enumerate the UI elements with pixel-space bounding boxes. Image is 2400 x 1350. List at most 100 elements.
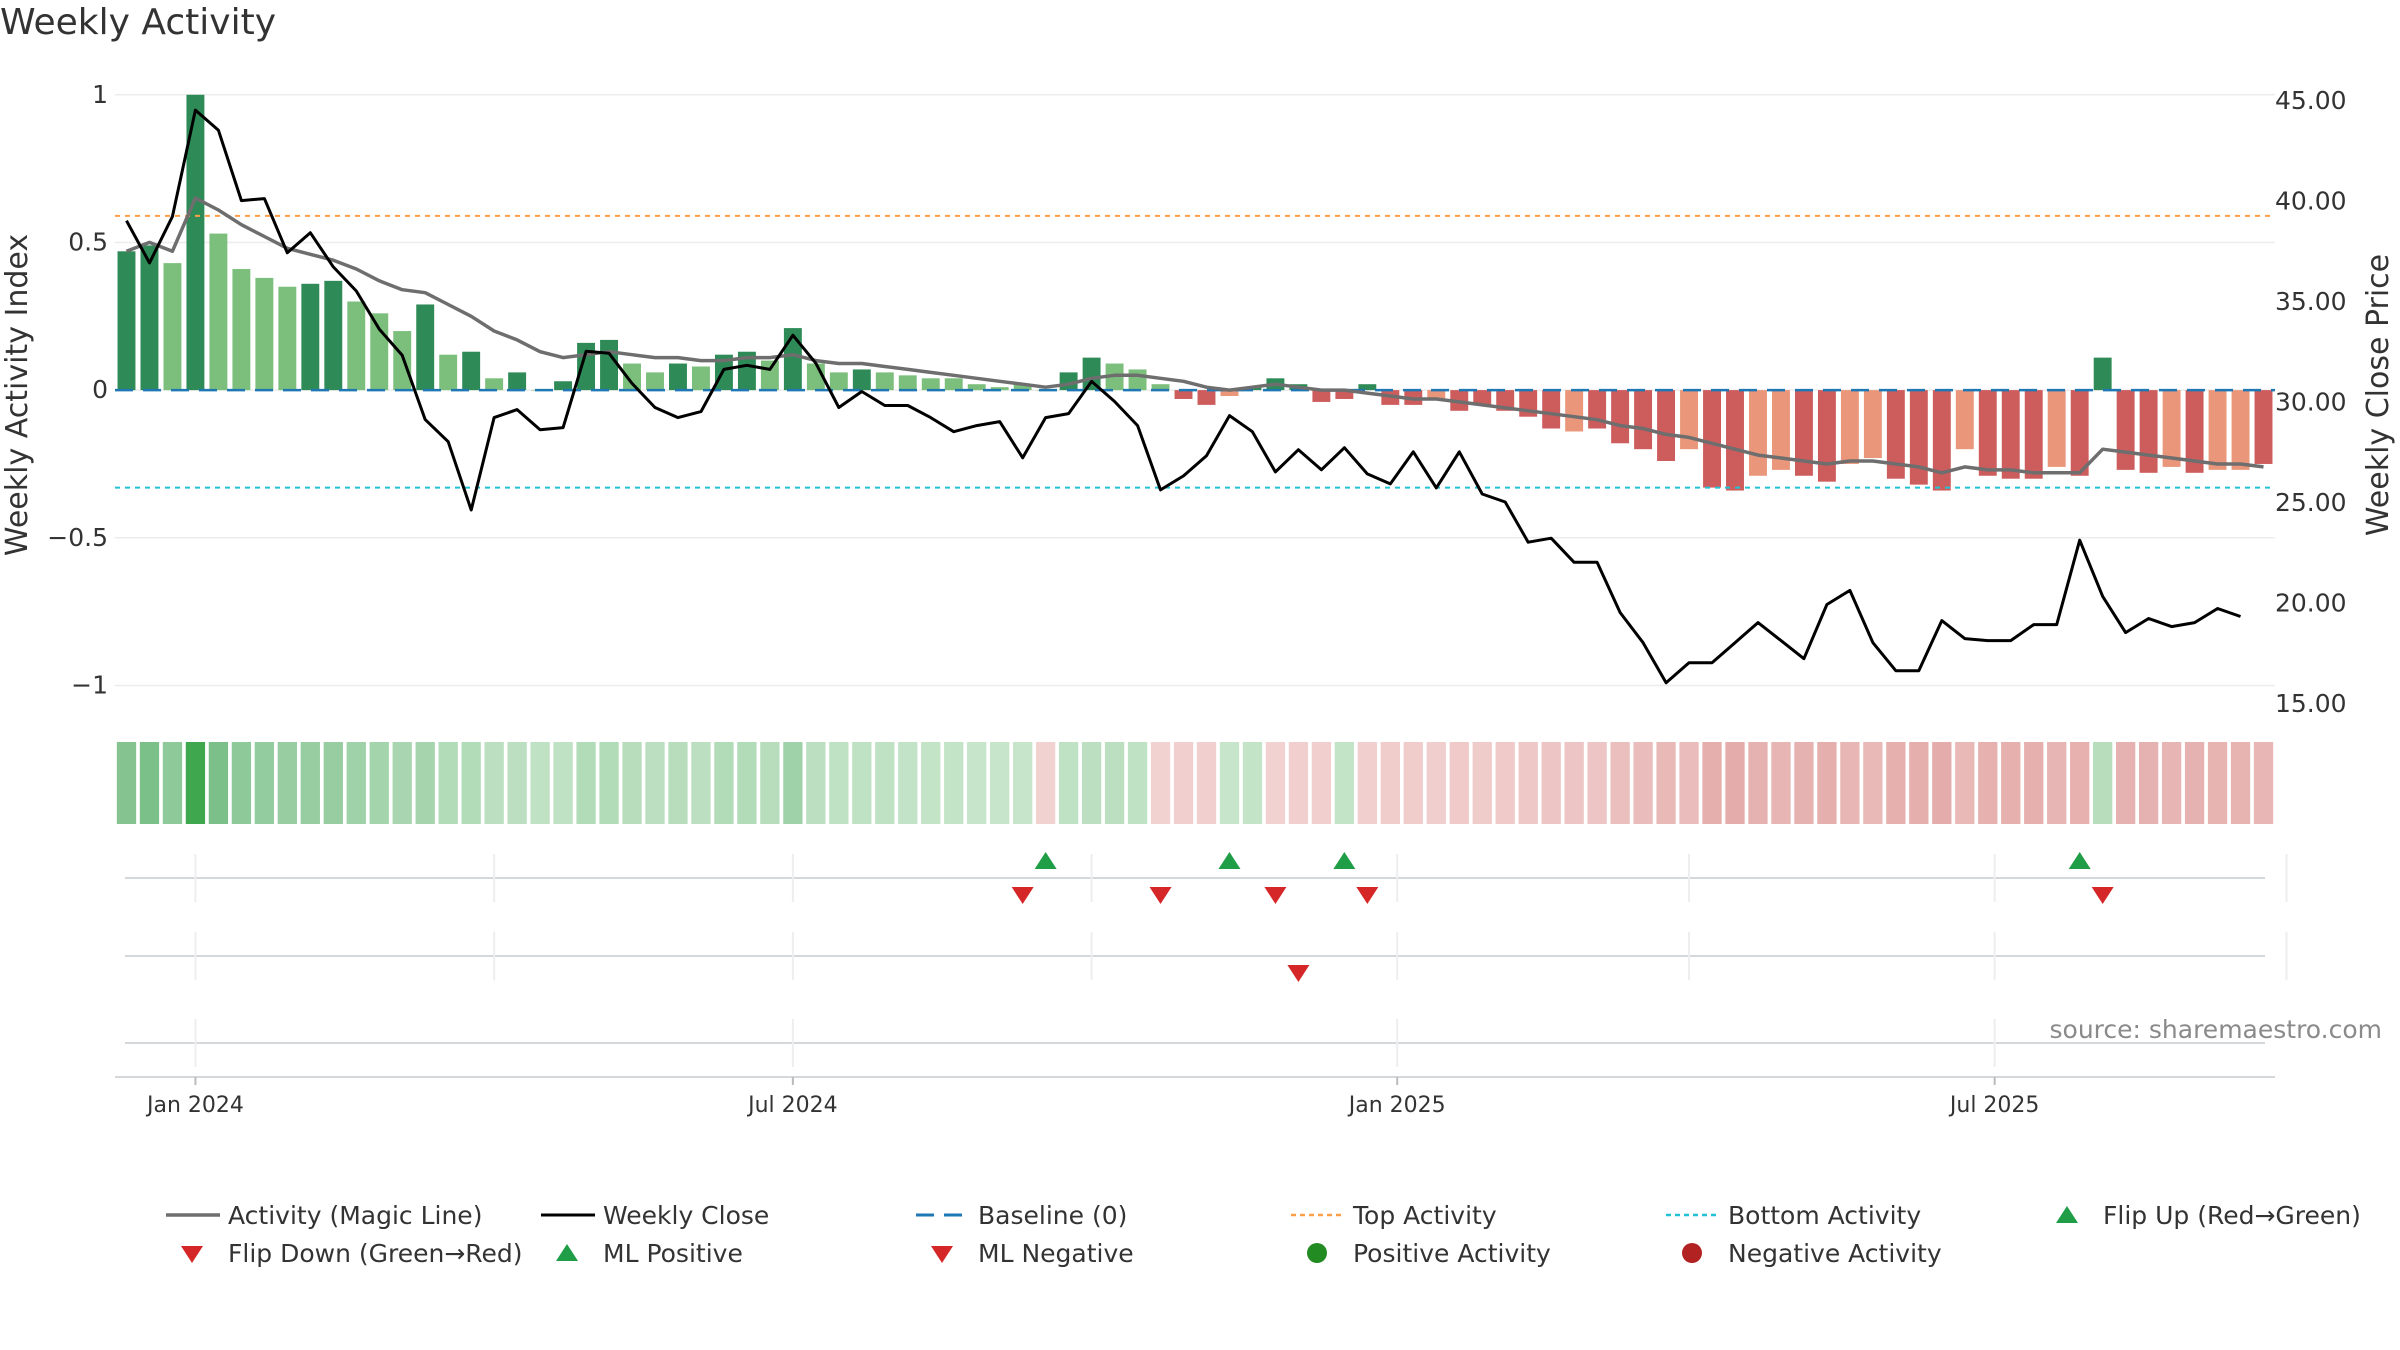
heat-cell [1196, 742, 1217, 824]
activity-bar [1955, 390, 1974, 450]
heat-cell [1633, 742, 1653, 824]
heat-cell [783, 742, 803, 824]
heat-cell [139, 742, 160, 824]
legend-symbol-icon [916, 1213, 970, 1217]
activity-bar [990, 387, 1009, 391]
x-tick-label: Jan 2025 [1347, 1093, 1446, 1118]
y2-tick-label: 40.00 [2275, 187, 2347, 216]
x-axis: Jan 2024 Jul 2024 Jan 2025 Jul 2025 [115, 1076, 2275, 1118]
activity-bar [485, 378, 504, 391]
y2-tick-label: 45.00 [2275, 86, 2347, 115]
heat-cell [1955, 742, 1975, 824]
legend: Activity (Magic Line) Weekly Close Baselin… [160, 1200, 2400, 1280]
heat-cell [1840, 742, 1860, 824]
heat-cell [1449, 742, 1469, 824]
legend-symbol-icon [166, 1213, 220, 1217]
heat-cell [484, 742, 504, 824]
y-tick-label: 0.5 [68, 227, 108, 256]
weekly-close-line [125, 108, 2241, 685]
legend-label: Flip Up (Red→Green) [2103, 1200, 2361, 1230]
heat-cell [507, 742, 527, 824]
y2-tick-label: 35.00 [2275, 287, 2347, 316]
heat-cell [1978, 742, 1998, 824]
heat-cell [1610, 742, 1630, 824]
activity-bar [967, 384, 986, 391]
activity-bar [508, 372, 527, 391]
activity-bar [462, 351, 481, 391]
legend-symbol-icon [1291, 1213, 1345, 1217]
axes: 1 0.5 0 −0.5 −1 45.00 40.00 35.00 30.00 25.00 20.0… [0, 80, 2396, 718]
activity-bar [1151, 384, 1170, 391]
heat-cell [1081, 742, 1102, 824]
activity-bar [416, 304, 435, 391]
flip-down-marker [1149, 887, 1172, 904]
heat-cell [737, 742, 757, 824]
legend-item: Activity (Magic Line) [160, 1200, 482, 1230]
flip-up-marker [2068, 852, 2091, 869]
legend-symbol-icon [2056, 1206, 2078, 1223]
flip-up-marker [1034, 852, 1057, 869]
activity-bar [2231, 390, 2250, 470]
heat-cell [116, 742, 137, 824]
y2-tick-label: 15.00 [2275, 689, 2347, 718]
heat-cell [1886, 742, 1906, 824]
heat-cell [806, 742, 826, 824]
activity-bar [1473, 390, 1492, 405]
heat-cell [300, 742, 320, 824]
activity-bar [1013, 384, 1032, 391]
activity-bar [1978, 390, 1997, 476]
heat-cell [1725, 742, 1745, 824]
heat-cell [1748, 742, 1768, 824]
activity-bar [439, 354, 458, 391]
flip-down-marker [1011, 887, 1034, 904]
heat-cell [1058, 742, 1079, 824]
activity-bar [301, 283, 320, 391]
heat-cell [2115, 742, 2136, 824]
heat-cell [1794, 742, 1814, 824]
heat-cell [392, 742, 412, 824]
activity-bar [1197, 390, 1216, 405]
activity-bar [1542, 390, 1561, 429]
legend-label: Activity (Magic Line) [228, 1200, 483, 1230]
magic-line [125, 196, 2264, 475]
heat-cell [668, 742, 688, 824]
heat-cell [1472, 742, 1492, 824]
heat-cell [2161, 742, 2182, 824]
activity-bar [278, 286, 297, 391]
ml-negative-marker [1287, 965, 1310, 982]
heat-cell [2047, 742, 2067, 824]
heat-cell [185, 742, 206, 824]
legend-label: ML Positive [603, 1238, 743, 1268]
activity-bar [255, 277, 274, 391]
activity-bar [852, 369, 871, 391]
heat-cell [1656, 742, 1676, 824]
activity-bar [1565, 390, 1584, 432]
heat-cell [2138, 742, 2159, 824]
activity-bar [2047, 390, 2066, 467]
legend-symbol-icon [556, 1244, 578, 1261]
heat-cell [1127, 742, 1148, 824]
legend-label: ML Negative [978, 1238, 1134, 1268]
activity-bar [2116, 390, 2135, 470]
activity-bar [1863, 390, 1882, 459]
heat-cell [1035, 742, 1056, 824]
heat-cell [553, 742, 573, 824]
flip-up-marker [1218, 852, 1241, 869]
activity-bar [1174, 390, 1193, 399]
activity-bar [140, 245, 159, 391]
heat-cell [1817, 742, 1837, 824]
activity-bar [163, 263, 182, 391]
activity-bar [1909, 390, 1928, 485]
activity-bar [370, 313, 389, 391]
activity-bar [2208, 390, 2227, 470]
heat-cell [1932, 742, 1952, 824]
heat-cell [1679, 742, 1699, 824]
y2-tick-label: 20.00 [2275, 588, 2347, 617]
y2-axis-label: Weekly Close Price [2361, 254, 2396, 536]
activity-bar [898, 375, 917, 391]
activity-bar [944, 378, 963, 391]
heat-cell [622, 742, 642, 824]
legend-label: Negative Activity [1728, 1238, 1942, 1268]
heat-cell [921, 742, 941, 824]
legend-item: Flip Down (Green→Red) [160, 1238, 523, 1268]
